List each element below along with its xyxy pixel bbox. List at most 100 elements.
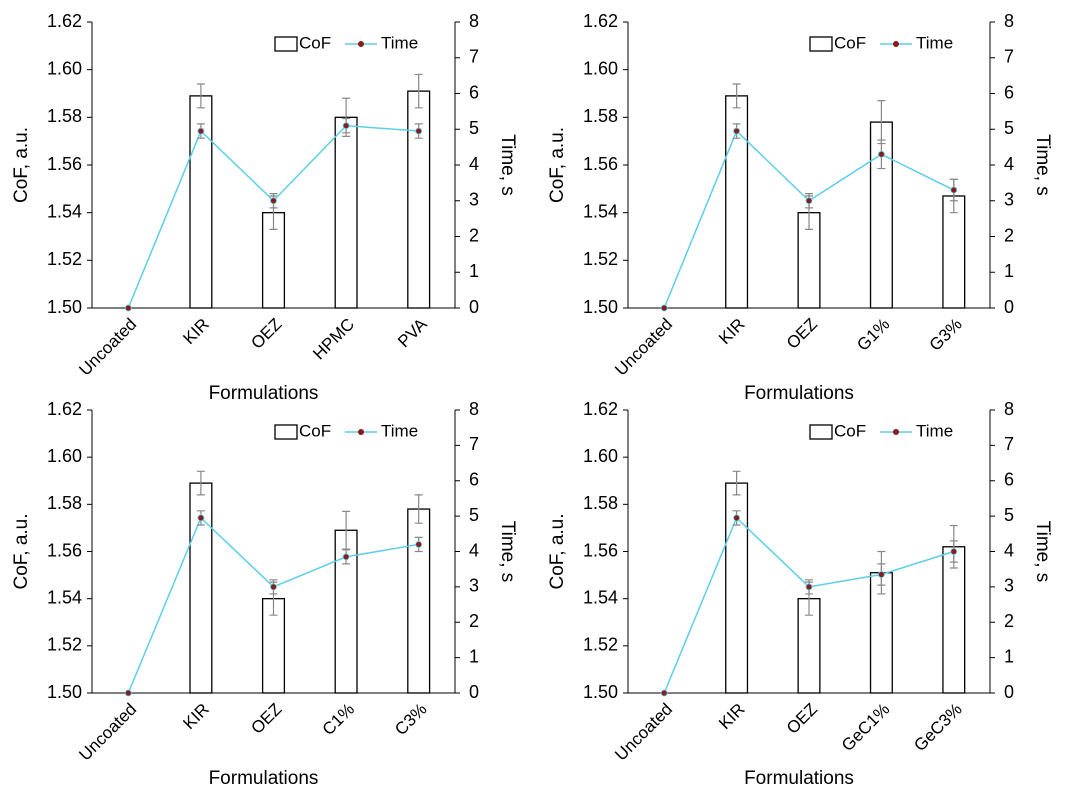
x-tick-label: Uncoated [611, 315, 676, 380]
x-axis-label: Formulations [209, 383, 319, 404]
x-tick-label: HPMC [309, 315, 358, 364]
y2-axis-label: Time, s [497, 134, 518, 196]
y-tick-label: 1.56 [47, 540, 82, 560]
y2-tick-label: 0 [469, 682, 479, 702]
y2-tick-label: 7 [469, 47, 479, 67]
y2-tick-label: 5 [1004, 505, 1014, 525]
y2-tick-label: 4 [1004, 540, 1014, 560]
point [733, 514, 740, 522]
y2-tick-label: 8 [1004, 399, 1014, 419]
y-tick-label: 1.52 [583, 635, 618, 655]
y2-axis-label: Time, s [497, 521, 518, 583]
point [660, 689, 668, 697]
y2-tick-label: 3 [469, 576, 479, 596]
bar [334, 116, 358, 309]
point [124, 689, 132, 697]
x-tick-label: KIR [715, 700, 748, 733]
y-tick-label: 1.62 [583, 399, 618, 419]
y2-tick-label: 1 [469, 646, 479, 666]
error-bar [414, 73, 423, 109]
y-axis-label: CoF, a.u. [11, 127, 32, 203]
y-tick-label: 1.62 [583, 11, 618, 31]
legend-label: Time [381, 33, 418, 52]
point [270, 583, 277, 591]
point [878, 571, 885, 578]
y2-tick-label: 1 [1004, 646, 1014, 666]
y2-tick-label: 6 [469, 82, 479, 102]
point [342, 553, 350, 561]
y-tick-label: 1.60 [47, 58, 82, 78]
x-tick-label: PVA [394, 314, 431, 351]
point [415, 541, 423, 548]
y2-tick-label: 6 [1004, 82, 1014, 102]
y-tick-label: 1.60 [583, 58, 618, 78]
y2-tick-label: 5 [469, 505, 479, 525]
x-tick-label: G1% [853, 315, 893, 355]
y2-tick-label: 0 [1004, 682, 1014, 702]
x-tick-label: KIR [179, 315, 212, 348]
y-tick-label: 1.58 [47, 493, 82, 513]
bar [942, 546, 966, 694]
panel: 1.50 1.52 1.54 1.56 1.58 1.60 1.62 0 1 2 3 4 5 6 7 8 Unc… [547, 11, 1053, 404]
point [197, 127, 205, 135]
point [660, 304, 668, 312]
legend-label: CoF [299, 33, 331, 52]
point [733, 127, 740, 135]
x-tick-label: OEZ [247, 700, 285, 738]
y2-tick-label: 0 [469, 297, 479, 317]
y-tick-label: 1.62 [47, 11, 82, 31]
x-axis-label: Formulations [209, 768, 319, 789]
x-tick-label: OEZ [783, 315, 821, 353]
y-tick-label: 1.60 [47, 446, 82, 466]
y2-tick-label: 8 [1004, 11, 1014, 31]
point [878, 150, 885, 158]
y2-tick-label: 4 [1004, 154, 1014, 174]
y2-tick-label: 7 [469, 434, 479, 454]
point [415, 127, 423, 135]
y-axis-label: CoF, a.u. [547, 513, 568, 589]
x-tick-label: C1% [319, 700, 358, 739]
legend-swatch [809, 424, 833, 440]
y2-tick-label: 0 [1004, 297, 1014, 317]
y2-tick-label: 5 [1004, 118, 1014, 138]
x-axis-label: Formulations [744, 383, 854, 404]
x-tick-label: OEZ [247, 315, 285, 353]
y2-tick-label: 8 [469, 399, 479, 419]
y2-tick-label: 6 [469, 470, 479, 490]
y-tick-label: 1.58 [583, 106, 618, 126]
legend-label: Time [916, 421, 953, 440]
x-tick-label: OEZ [783, 700, 821, 738]
y2-tick-label: 2 [1004, 225, 1014, 245]
error-bar [732, 470, 741, 496]
error-bar [196, 83, 205, 109]
panel: 1.50 1.52 1.54 1.56 1.58 1.60 1.62 0 1 2 3 4 5 6 7 8 Unc… [11, 11, 518, 404]
y-tick-label: 1.56 [583, 154, 618, 174]
y2-axis-label: Time, s [1032, 134, 1053, 196]
x-tick-label: KIR [179, 700, 212, 733]
y2-tick-label: 4 [469, 154, 479, 174]
y2-tick-label: 5 [469, 118, 479, 138]
y-tick-label: 1.56 [583, 540, 618, 560]
y2-tick-label: 2 [469, 611, 479, 631]
legend-swatch [274, 424, 298, 440]
legend-swatch [893, 429, 899, 435]
y-axis-label: CoF, a.u. [11, 513, 32, 589]
y2-tick-label: 7 [1004, 47, 1014, 67]
panel: 1.50 1.52 1.54 1.56 1.58 1.60 1.62 0 1 2 3 4 5 6 7 8 Unc… [547, 399, 1053, 789]
point [124, 304, 132, 312]
y-tick-label: 1.50 [583, 682, 618, 702]
y-tick-label: 1.60 [583, 446, 618, 466]
y2-tick-label: 8 [469, 11, 479, 31]
y-tick-label: 1.62 [47, 399, 82, 419]
y-tick-label: 1.58 [583, 493, 618, 513]
y-axis-label: CoF, a.u. [547, 127, 568, 203]
legend-swatch [274, 36, 298, 52]
x-tick-label: KIR [715, 315, 748, 348]
point [270, 197, 277, 205]
y-tick-label: 1.52 [583, 249, 618, 269]
y2-tick-label: 1 [469, 261, 479, 281]
y-tick-label: 1.58 [47, 106, 82, 126]
point [805, 583, 813, 591]
error-bar [414, 494, 423, 524]
